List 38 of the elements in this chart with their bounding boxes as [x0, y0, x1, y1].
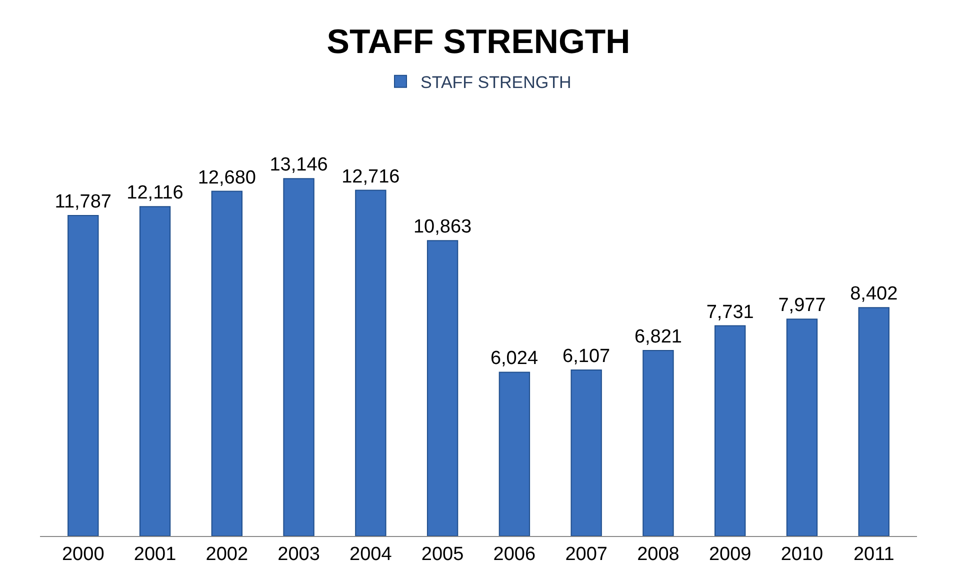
- bar: [283, 178, 314, 536]
- data-label: 13,146: [270, 154, 328, 176]
- data-label: 8,402: [850, 284, 898, 305]
- bar: [642, 350, 674, 536]
- data-label: 7,977: [778, 295, 826, 316]
- data-label: 6,107: [562, 346, 610, 367]
- data-label: 10,863: [413, 216, 472, 238]
- bar: [570, 369, 602, 536]
- bar: [498, 372, 530, 536]
- data-label: 6,024: [490, 348, 538, 370]
- x-tick-label: 2005: [421, 544, 464, 565]
- x-tick-label: 2006: [493, 544, 536, 565]
- x-tick-label: 2009: [708, 544, 752, 565]
- data-label: 7,731: [706, 302, 754, 323]
- bar: [355, 190, 386, 536]
- data-label: 6,821: [634, 326, 682, 348]
- bar: [426, 240, 458, 536]
- x-tick-label: 2000: [62, 544, 104, 565]
- bar: [786, 318, 818, 536]
- data-label: 12,680: [198, 167, 256, 188]
- data-label: 11,787: [54, 192, 112, 213]
- bar: [139, 206, 171, 536]
- x-tick-label: 2003: [278, 544, 320, 565]
- data-label: 12,116: [126, 182, 184, 204]
- x-tick-label: 2007: [565, 544, 608, 565]
- x-tick-label: 2002: [206, 544, 248, 565]
- chart-title: STAFF STRENGTH: [326, 22, 630, 61]
- bar: [211, 190, 242, 536]
- x-tick-label: 2001: [134, 544, 176, 565]
- data-label: 12,716: [342, 166, 400, 188]
- x-tick-label: 2004: [350, 544, 392, 565]
- bar: [714, 325, 746, 536]
- x-tick-label: 2008: [637, 544, 680, 565]
- bar: [68, 215, 99, 536]
- legend-label: STAFF STRENGTH: [420, 73, 572, 92]
- bar: [858, 307, 890, 536]
- x-tick-label: 2010: [780, 544, 824, 565]
- x-tick-label: 2011: [853, 544, 894, 565]
